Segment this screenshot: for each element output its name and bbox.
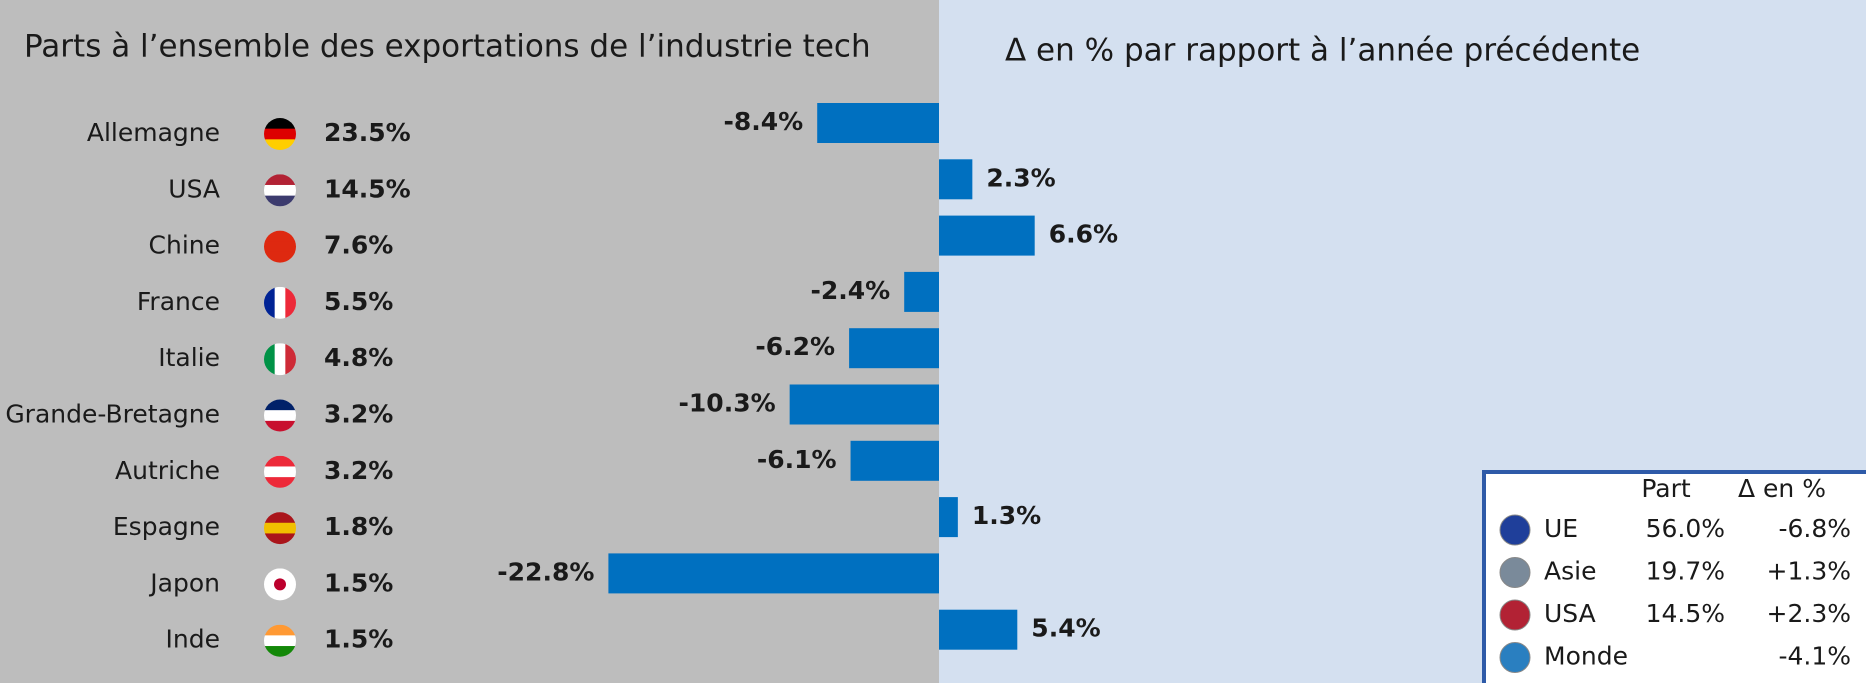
share-label: 1.5% (324, 568, 393, 597)
flag-stripe (264, 646, 296, 657)
country-label: Italie (158, 343, 220, 372)
region-icon (1499, 557, 1531, 588)
share-label: 4.8% (324, 343, 393, 372)
region-label: Monde (1544, 642, 1628, 671)
summary-header: Part (1641, 474, 1691, 503)
chart-title: Δ en % par rapport à l’année précédente (1005, 33, 1640, 69)
flag-stripe (264, 184, 296, 197)
bar (904, 271, 939, 312)
value-label: 1.3% (972, 501, 1041, 530)
bar (939, 497, 958, 538)
value-label: -22.8% (497, 557, 594, 586)
flag-stripe (264, 174, 296, 186)
region-label: Asie (1544, 557, 1596, 586)
flag-stripe (285, 286, 296, 319)
share-label: 7.6% (324, 231, 393, 260)
flag-stripe (264, 635, 296, 647)
flag-stripe (264, 128, 296, 140)
region-icon (1499, 642, 1531, 673)
summary-box (1482, 470, 1866, 683)
flag-stripe (264, 568, 296, 580)
flag-stripe (264, 512, 296, 524)
bar (849, 328, 939, 369)
country-label: Autriche (115, 456, 220, 485)
flag-stripe (264, 251, 296, 263)
bar (817, 103, 939, 143)
flag-stripe (274, 343, 286, 376)
flag-stripe (264, 466, 296, 478)
value-label: 5.4% (1031, 614, 1100, 643)
region-icon (1499, 514, 1531, 546)
bar (939, 215, 1035, 256)
country-label: Chine (149, 231, 220, 260)
flag-stripe (264, 399, 296, 411)
country-label: Grande-Bretagne (5, 400, 220, 429)
flag-stripe (264, 589, 296, 601)
bar (608, 553, 939, 594)
flag-stripe (264, 241, 296, 253)
flag-stripe (285, 343, 296, 376)
country-label: Japon (148, 568, 220, 597)
flag-stripe (264, 230, 296, 242)
region-icon (1499, 599, 1531, 631)
region-delta: +1.3% (1767, 557, 1851, 586)
region-label: USA (1544, 599, 1596, 628)
flag-stripe (264, 139, 296, 150)
value-label: -6.2% (755, 332, 835, 361)
region-part: 19.7% (1646, 557, 1725, 586)
flag-stripe (264, 195, 296, 207)
bar (850, 440, 939, 481)
country-label: USA (168, 174, 220, 203)
share-label: 1.8% (324, 512, 393, 541)
country-label: France (137, 287, 220, 316)
bar (939, 609, 1018, 650)
flag-stripe (264, 118, 296, 130)
value-label: -6.1% (757, 445, 837, 474)
share-label: 3.2% (324, 456, 393, 485)
region-part: 14.5% (1646, 599, 1725, 628)
region-delta: -6.8% (1778, 514, 1851, 543)
value-label: 2.3% (986, 163, 1055, 192)
share-label: 14.5% (324, 174, 411, 203)
flag-stripe (264, 533, 296, 545)
country-label: Allemagne (87, 118, 220, 147)
left-title: Parts à l’ensemble des exportations de l… (24, 29, 871, 65)
flag-stripe (274, 286, 286, 319)
share-label: 3.2% (324, 400, 393, 429)
flag-stripe (264, 624, 296, 636)
region-delta: -4.1% (1778, 642, 1851, 671)
country-label: Inde (166, 625, 220, 654)
share-label: 1.5% (324, 625, 393, 654)
region-label: UE (1544, 514, 1578, 543)
flag-dot (274, 578, 286, 591)
region-delta: +2.3% (1767, 599, 1851, 628)
flag-stripe (264, 343, 276, 376)
bar (939, 159, 973, 200)
flag-stripe (264, 410, 296, 422)
summary-header: Δ en % (1738, 474, 1826, 503)
value-label: -8.4% (723, 107, 803, 136)
flag-stripe (264, 286, 276, 319)
flag-stripe (264, 477, 296, 488)
region-part: 56.0% (1646, 514, 1725, 543)
share-label: 23.5% (324, 118, 411, 147)
value-label: -2.4% (810, 276, 890, 305)
bar (789, 384, 939, 425)
value-label: -10.3% (679, 389, 776, 418)
value-label: 6.6% (1049, 220, 1118, 249)
flag-stripe (264, 522, 296, 534)
flag-stripe (264, 455, 296, 467)
country-label: Espagne (113, 512, 220, 541)
share-label: 5.5% (324, 287, 393, 316)
flag-stripe (264, 420, 296, 432)
